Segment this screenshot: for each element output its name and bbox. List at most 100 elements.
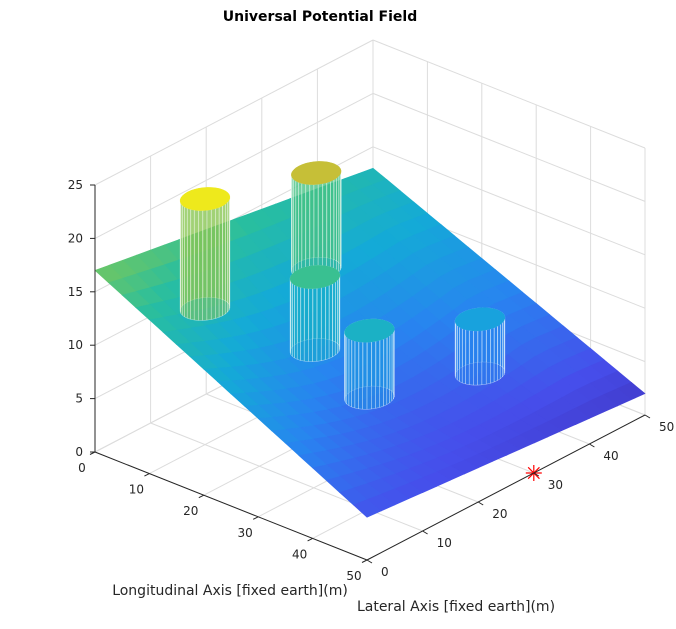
obstacle-side <box>383 337 388 407</box>
z-tick-label: 10 <box>68 338 83 352</box>
y-tick-mark <box>422 530 428 535</box>
z-tick-label: 0 <box>75 445 83 459</box>
obstacle-side <box>477 330 483 386</box>
y-tick-label: 10 <box>437 536 452 550</box>
obstacle-side <box>293 178 296 278</box>
obstacle-side <box>305 183 310 281</box>
x-tick-mark <box>252 516 259 520</box>
x-tick-mark <box>307 537 313 542</box>
y-tick-mark <box>644 414 651 419</box>
obstacle-side <box>348 338 352 408</box>
z-tick-label: 15 <box>68 285 83 299</box>
y-tick-mark <box>589 443 595 448</box>
y-tick-label: 0 <box>381 565 389 579</box>
obstacle-top <box>179 187 231 211</box>
obstacle-side <box>198 210 203 321</box>
obstacle-side <box>459 326 463 384</box>
obstacle-side <box>351 339 356 409</box>
z-tick-label: 5 <box>75 392 83 406</box>
obstacle-cylinder <box>289 265 341 362</box>
obstacle-side <box>457 325 460 382</box>
z-tick-label: 25 <box>68 178 83 192</box>
obstacle-side <box>320 286 326 362</box>
obstacle-cylinder <box>291 161 342 281</box>
x-tick-mark <box>198 494 205 499</box>
x-tick-label: 0 <box>78 461 86 475</box>
y-axis-line <box>366 414 646 561</box>
obstacle-side <box>206 209 212 321</box>
obstacle-side <box>375 339 380 409</box>
obstacle-side <box>358 341 363 410</box>
obstacle-side <box>473 330 478 386</box>
y-tick-label: 40 <box>603 449 618 463</box>
obstacle-side <box>465 329 470 386</box>
obstacle-side <box>493 325 498 383</box>
obstacle-side <box>298 181 302 280</box>
x-tick-mark <box>144 473 150 477</box>
obstacle-top <box>291 161 342 185</box>
obstacle-top <box>289 265 341 289</box>
x-axis-line <box>94 451 368 561</box>
obstacle-side <box>292 282 295 359</box>
obstacle-side <box>485 328 491 385</box>
obstacle-side <box>303 287 309 362</box>
obstacle-side <box>316 287 322 362</box>
obstacle-side <box>193 209 199 321</box>
obstacle-side <box>461 328 466 385</box>
x-tick-label: 10 <box>129 483 144 497</box>
x-tick-label: 30 <box>238 526 253 540</box>
grid-line <box>94 92 374 239</box>
obstacle-layer <box>179 161 506 410</box>
obstacle-top <box>344 318 395 343</box>
z-tick-label: 20 <box>68 231 83 245</box>
tick-layer: 0 10 20 30 40 50 0 10 20 30 40 50 0 5 10 15 20 25 <box>68 178 675 583</box>
x-tick-mark <box>361 559 368 563</box>
obstacle-side <box>202 209 208 321</box>
obstacle-side <box>468 330 474 386</box>
obstacle-side <box>362 341 368 410</box>
obstacle-side <box>490 327 495 384</box>
obstacle-side <box>322 182 327 280</box>
x-axis-label: Longitudinal Axis [fixed earth](m) <box>112 583 348 599</box>
y-tick-mark <box>366 559 373 564</box>
obstacle-side <box>354 340 359 410</box>
x-tick-label: 40 <box>292 547 307 561</box>
obstacle-side <box>296 285 301 361</box>
y-tick-label: 30 <box>548 478 563 492</box>
obstacle-side <box>308 288 313 362</box>
obstacle-side <box>210 208 216 320</box>
y-axis-label: Lateral Axis [fixed earth](m) <box>357 599 555 615</box>
obstacle-cylinder <box>344 318 395 410</box>
y-tick-label: 50 <box>659 420 674 434</box>
grid-line <box>372 92 646 202</box>
axis-layer <box>94 185 646 561</box>
obstacle-side <box>295 180 299 279</box>
obstacle-side <box>215 207 220 319</box>
obstacle-side <box>301 182 306 281</box>
grid-line <box>372 39 646 149</box>
obstacle-side <box>312 288 318 362</box>
y-tick-mark <box>477 501 484 506</box>
obstacle-side <box>379 338 384 408</box>
obstacle-side <box>326 181 331 279</box>
obstacle-side <box>346 336 350 407</box>
obstacle-side <box>325 285 330 361</box>
obstacle-side <box>182 204 185 318</box>
obstacle-cylinder <box>454 307 506 386</box>
grid-line <box>372 146 646 256</box>
obstacle-cylinder <box>179 187 231 321</box>
x-tick-label: 50 <box>346 569 361 583</box>
grid-line <box>94 39 374 186</box>
obstacle-side <box>225 190 228 303</box>
chart-title: Universal Potential Field <box>223 9 417 25</box>
obstacle-side <box>330 179 334 278</box>
obstacle-top <box>454 307 506 332</box>
obstacle-side <box>481 329 487 386</box>
y-tick-label: 20 <box>492 507 507 521</box>
obstacle-side <box>186 207 191 320</box>
obstacle-side <box>336 164 340 263</box>
obstacle-side <box>328 283 333 359</box>
obstacle-side <box>218 205 223 318</box>
obstacle-side <box>366 341 372 410</box>
